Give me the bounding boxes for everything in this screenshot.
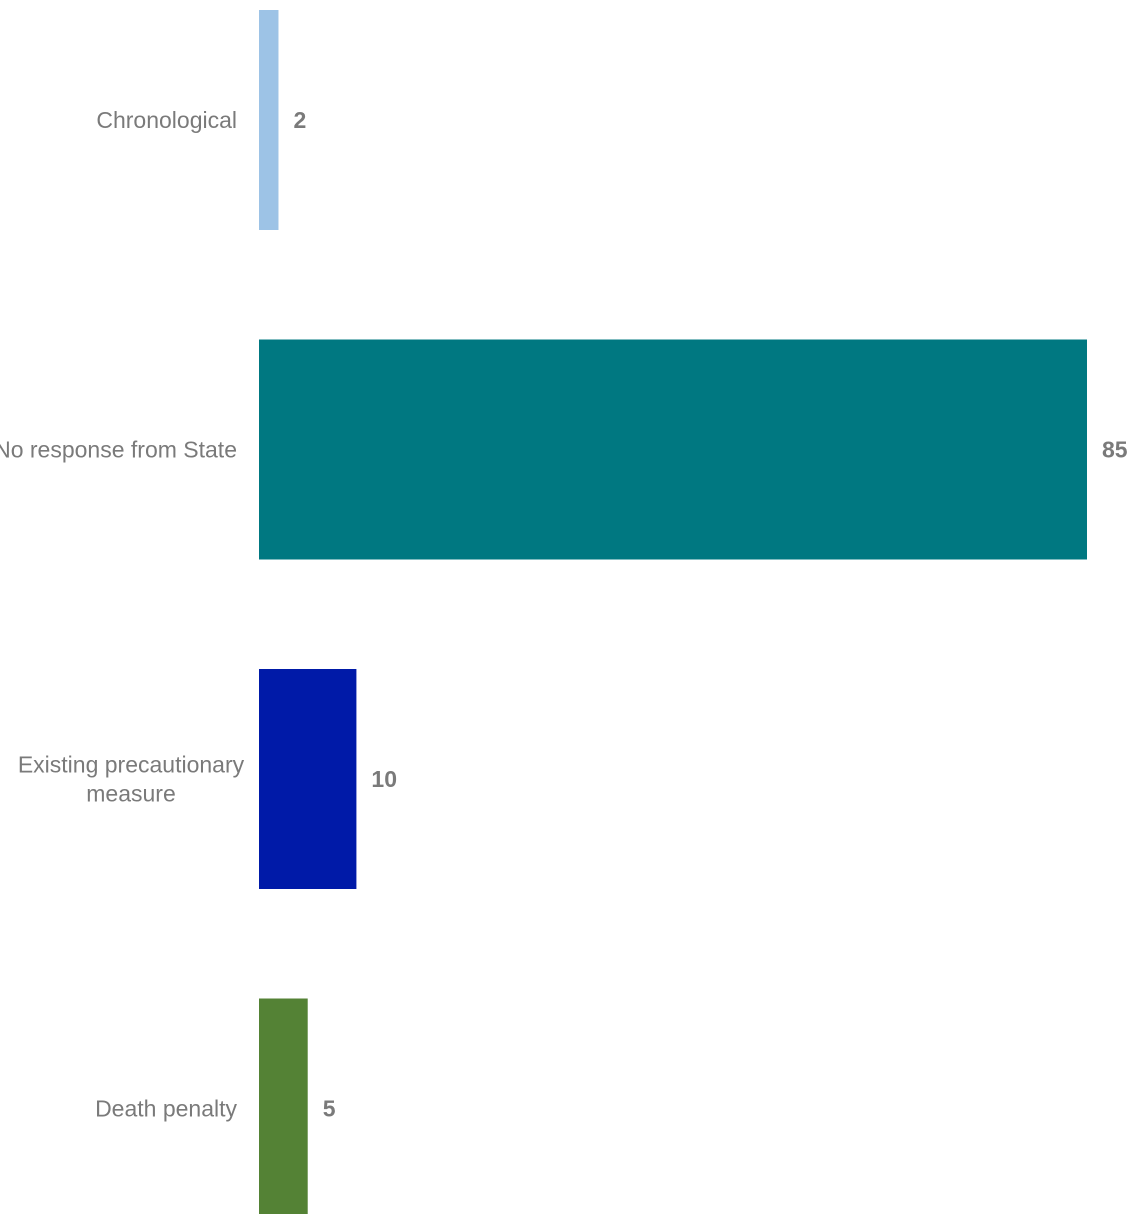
category-label-3: Death penalty bbox=[95, 1096, 237, 1122]
value-label-3: 5 bbox=[323, 1096, 336, 1122]
bars-layer bbox=[259, 10, 1087, 1214]
category-label-line: Death penalty bbox=[95, 1096, 237, 1122]
value-labels-layer: 2 85 10 5 bbox=[293, 107, 1127, 1122]
category-label-0: Chronological bbox=[96, 107, 237, 133]
bar-3 bbox=[259, 998, 308, 1214]
bar-0 bbox=[259, 10, 279, 230]
bar-2 bbox=[259, 669, 357, 889]
value-label-0: 2 bbox=[293, 107, 306, 133]
category-label-2: Existing precautionary measure bbox=[18, 752, 245, 807]
category-label-1: No response from State bbox=[0, 437, 237, 463]
value-label-1: 85 bbox=[1102, 437, 1128, 463]
category-label-line: Existing precautionary bbox=[18, 752, 245, 778]
bar-1 bbox=[259, 339, 1087, 560]
category-label-line: measure bbox=[86, 781, 175, 807]
category-label-line: No response from State bbox=[0, 437, 237, 463]
value-label-2: 10 bbox=[371, 766, 397, 792]
category-label-line: Chronological bbox=[96, 107, 237, 133]
category-labels-layer: Chronological No response from State Exist… bbox=[0, 107, 245, 1122]
